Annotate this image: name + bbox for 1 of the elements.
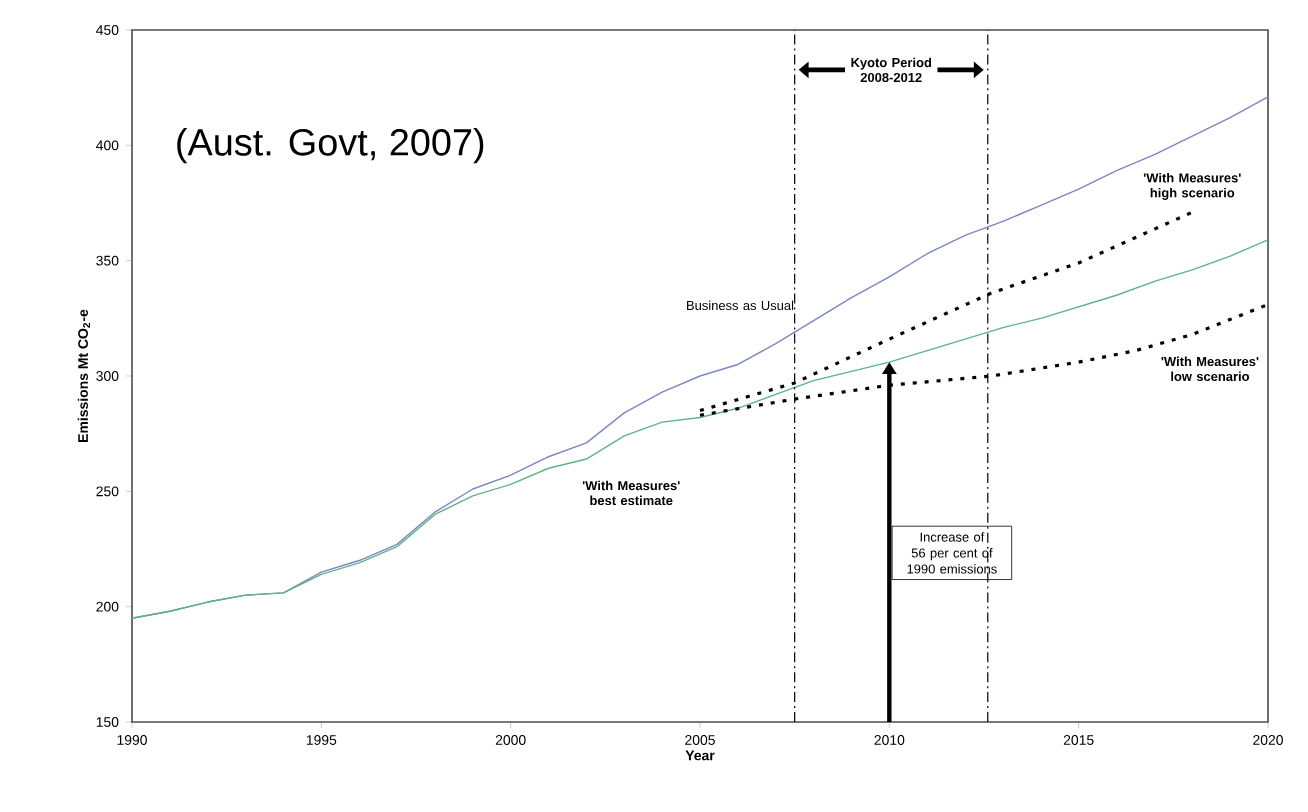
annotation: (Aust. Govt, 2007) bbox=[177, 127, 484, 164]
